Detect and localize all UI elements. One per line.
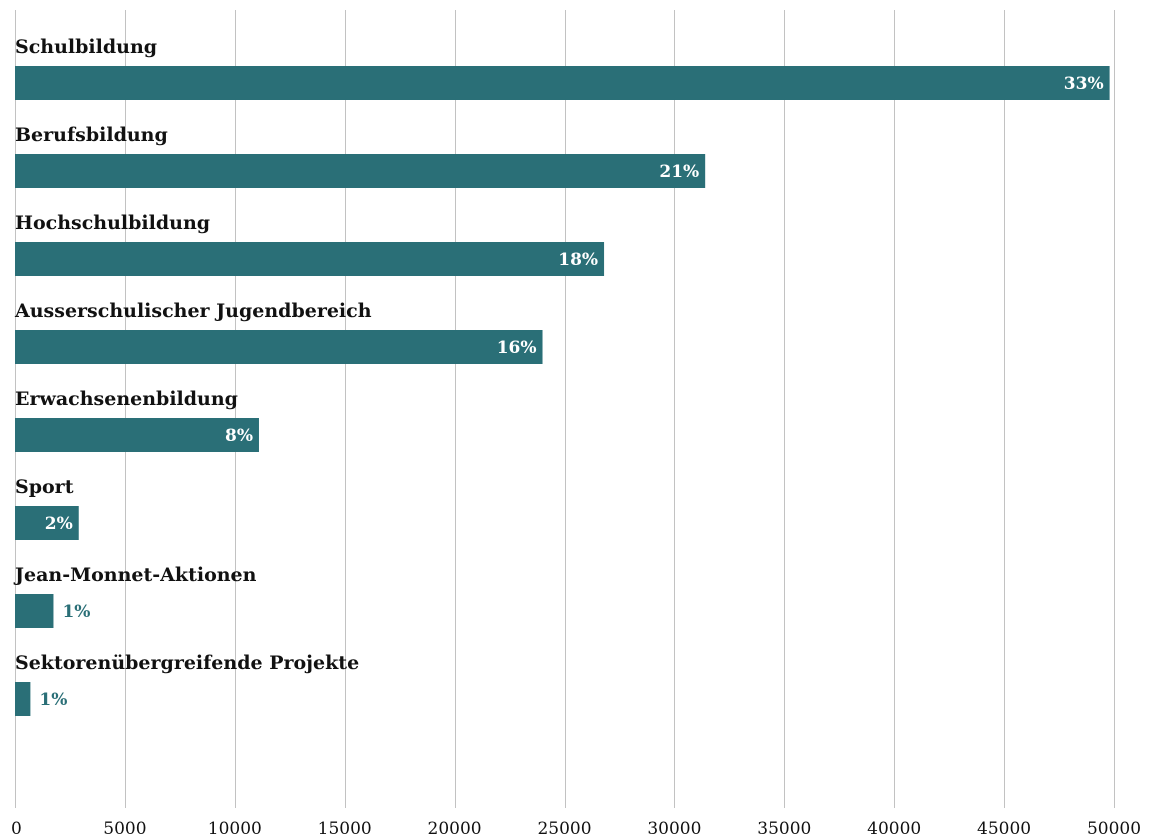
- bar-data-label: 8%: [225, 426, 253, 446]
- bar-data-label: 33%: [1064, 74, 1104, 94]
- bar-data-label: 16%: [497, 338, 537, 358]
- x-tick-label: 30000: [647, 819, 701, 836]
- category-label: Jean-Monnet-Aktionen: [13, 564, 257, 586]
- x-tick-label: 15000: [318, 819, 372, 836]
- category-label: Schulbildung: [15, 36, 157, 58]
- category-label: Ausserschulischer Jugendbereich: [14, 300, 372, 322]
- category-label: Hochschulbildung: [15, 212, 210, 234]
- bar: [15, 242, 605, 276]
- x-tick-label: 0: [11, 819, 22, 836]
- x-tick-label: 25000: [537, 819, 591, 836]
- bar: [15, 682, 31, 716]
- x-tick-label: 5000: [103, 819, 146, 836]
- bar-data-label: 18%: [558, 250, 598, 270]
- bar-data-label: 1%: [39, 690, 67, 710]
- bar-data-label: 21%: [659, 162, 699, 182]
- bar: [15, 154, 706, 188]
- category-labels: Schulbildung Berufsbildung Hochschulbildun…: [13, 36, 372, 674]
- x-tick-label: 45000: [977, 819, 1031, 836]
- category-label: Erwachsenenbildung: [15, 388, 238, 410]
- bar: [15, 506, 79, 540]
- bar: [15, 66, 1110, 100]
- x-tick-label: 10000: [208, 819, 262, 836]
- x-axis-tick-labels: 0 5000 10000 15000 20000 25000 30000 35000 40000…: [11, 819, 1141, 836]
- bar: [15, 418, 259, 452]
- bar: [15, 594, 54, 628]
- bar-data-label: 1%: [62, 602, 90, 622]
- x-tick-label: 35000: [757, 819, 811, 836]
- bar: [15, 330, 543, 364]
- x-tick-label: 40000: [867, 819, 921, 836]
- category-label: Sektorenübergreifende Projekte: [15, 652, 359, 674]
- x-tick-label: 50000: [1087, 819, 1141, 836]
- x-tick-label: 20000: [428, 819, 482, 836]
- gridlines: [15, 10, 1115, 808]
- bar-data-label: 2%: [45, 514, 73, 534]
- bars: 33% 21% 18% 16% 8% 2% 1% 1%: [15, 66, 1110, 716]
- category-label: Sport: [15, 476, 74, 498]
- category-label: Berufsbildung: [15, 124, 168, 146]
